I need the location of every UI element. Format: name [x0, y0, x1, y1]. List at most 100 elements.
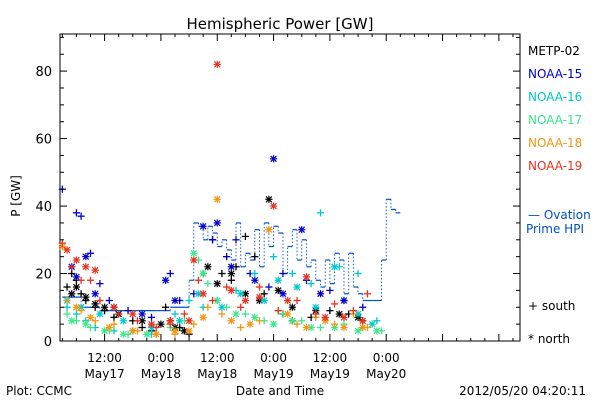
south-point [326, 286, 334, 294]
south-point [105, 296, 113, 305]
south-point [373, 317, 381, 325]
south-point [330, 320, 339, 328]
north-point [199, 290, 207, 298]
south-point [208, 296, 217, 305]
x-tick-label-time: 12:00 [87, 351, 122, 365]
x-tick-label-date: May18 [141, 367, 181, 381]
north-point [359, 317, 367, 325]
north-point [340, 313, 348, 321]
north-point [91, 300, 99, 308]
south-point [91, 317, 99, 325]
north-point [251, 276, 259, 284]
y-tick-label: 20 [35, 268, 52, 283]
north-point [152, 330, 160, 338]
north-point [265, 226, 273, 234]
north-point [213, 280, 221, 288]
legend-entry: NOAA-15 [528, 67, 582, 81]
north-point [86, 313, 95, 321]
north-point [354, 327, 362, 335]
south-point [232, 236, 240, 244]
north-point [185, 317, 193, 325]
south-point [255, 317, 264, 325]
y-axis-ticks: 0 20 40 60 80 [35, 36, 520, 350]
south-point [251, 269, 259, 278]
legend-entry: NOAA-17 [528, 113, 582, 127]
north-point [190, 249, 198, 257]
north-point [100, 303, 109, 311]
south-point [251, 253, 259, 261]
south-point [147, 313, 156, 321]
south-point [288, 269, 296, 278]
plot-area [59, 33, 521, 342]
x-tick-label-time: 12:00 [313, 351, 348, 365]
x-axis-label: Date and Time [236, 384, 324, 398]
north-point [335, 310, 343, 318]
north-point [284, 310, 292, 318]
south-point [96, 280, 104, 288]
x-tick-label-date: May18 [197, 367, 237, 381]
north-point [237, 290, 245, 298]
south-point [63, 283, 71, 291]
south-point [255, 283, 264, 291]
north-point [82, 263, 90, 271]
south-point [96, 296, 104, 305]
south-point [115, 310, 123, 318]
south-point [312, 310, 320, 318]
north-point [288, 303, 296, 311]
south-point [223, 283, 231, 291]
north-point [232, 310, 240, 318]
north-point [91, 290, 99, 298]
y-tick-label: 60 [35, 133, 52, 148]
north-point [340, 296, 348, 305]
south-point [86, 276, 95, 284]
north-point [255, 293, 264, 301]
north-point [274, 286, 282, 294]
south-point [363, 290, 372, 298]
south-point [133, 317, 142, 325]
north-point [269, 155, 278, 163]
south-point [269, 253, 278, 261]
north-point [246, 320, 254, 328]
x-tick-label-date: May19 [254, 367, 294, 381]
south-point [138, 323, 146, 332]
north-point [72, 256, 81, 264]
north-point [190, 256, 198, 264]
north-point [63, 246, 71, 254]
ovation-label-line1: — Ovation [528, 208, 591, 222]
north-point [316, 290, 325, 298]
north-point [359, 323, 367, 332]
south-point [86, 249, 95, 257]
south-point [354, 269, 362, 278]
north-point [368, 320, 376, 328]
ovation-label-line2: Prime HPI [526, 222, 584, 236]
south-point [68, 263, 76, 271]
legend-north: * north [528, 332, 570, 346]
north-point [162, 276, 170, 284]
north-point [227, 286, 235, 294]
south-point [237, 303, 245, 311]
south-point [241, 232, 250, 241]
north-point [185, 327, 193, 335]
south-point [227, 276, 235, 284]
north-point [199, 313, 207, 321]
north-point [330, 263, 339, 271]
south-point [349, 307, 357, 315]
north-point [227, 263, 235, 271]
south-point [68, 269, 76, 278]
north-point [82, 293, 90, 301]
x-tick-label-time: 0:00 [373, 351, 400, 365]
north-point [269, 202, 278, 210]
north-point [373, 327, 381, 335]
south-point [190, 320, 198, 328]
south-point [63, 296, 71, 305]
south-point [307, 280, 315, 288]
south-point [72, 209, 81, 217]
plot-frame [59, 33, 521, 342]
south-point [298, 317, 306, 325]
south-point [279, 269, 287, 278]
legend-entry: NOAA-16 [528, 90, 582, 104]
south-point [194, 276, 203, 284]
x-axis-ticks: 12:00 May17 0:00 May18 12:00 May18 0:00 May19 12… [61, 34, 514, 381]
north-point [194, 290, 203, 298]
north-point [96, 310, 104, 318]
